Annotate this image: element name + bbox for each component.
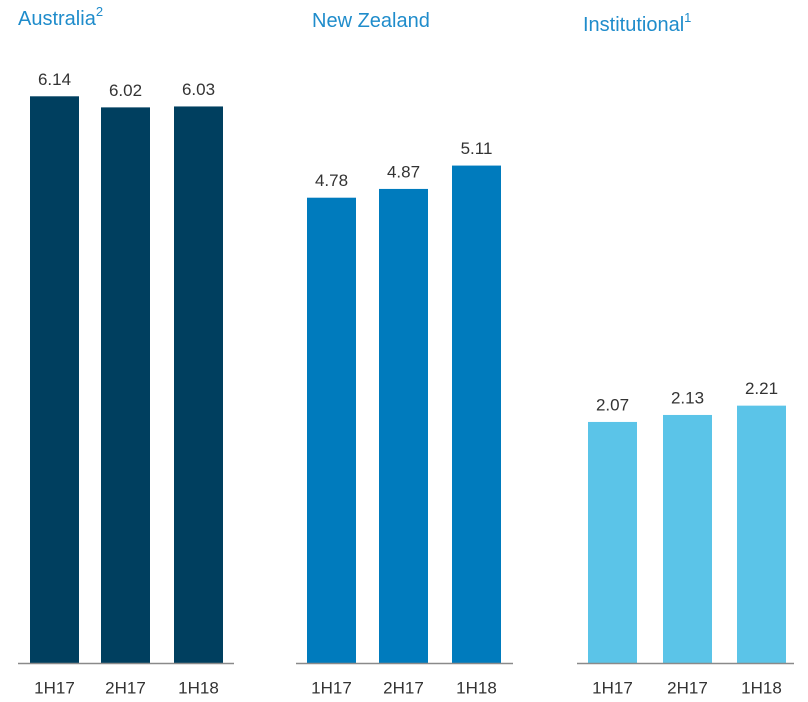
value-label: 4.78 [315, 171, 348, 190]
value-label: 6.03 [182, 80, 215, 99]
title-superscript: 1 [684, 10, 691, 25]
chart-title: New Zealand [312, 10, 430, 32]
x-tick-label: 1H17 [592, 678, 633, 697]
x-tick-label: 1H18 [178, 678, 219, 697]
chart-title: Institutional1 [583, 10, 691, 36]
value-label: 2.21 [745, 379, 778, 398]
bar [588, 421, 637, 663]
x-tick-label: 2H17 [667, 678, 708, 697]
value-label: 4.87 [387, 162, 420, 181]
bar [379, 188, 428, 663]
bar [452, 165, 501, 664]
value-label: 5.11 [461, 139, 493, 158]
bar [663, 414, 712, 663]
x-tick-label: 2H17 [105, 678, 146, 697]
x-tick-label: 1H17 [34, 678, 75, 697]
bar [737, 405, 786, 663]
value-label: 6.02 [109, 81, 142, 100]
chart-title-text: New Zealand [312, 10, 430, 32]
title-superscript: 2 [96, 4, 103, 19]
value-label: 6.14 [38, 70, 71, 89]
bar [101, 107, 150, 664]
x-tick-label: 2H17 [383, 678, 424, 697]
x-tick-label: 1H18 [741, 678, 782, 697]
chart-title: Australia2 [18, 4, 103, 30]
x-tick-label: 1H18 [456, 678, 497, 697]
chart-title-text: Institutional [583, 14, 684, 36]
bar [307, 197, 356, 663]
x-tick-label: 1H17 [311, 678, 352, 697]
chart-title-text: Australia [18, 8, 97, 30]
bar [174, 106, 223, 664]
value-label: 2.07 [596, 395, 629, 414]
bar [30, 96, 79, 664]
value-label: 2.13 [671, 388, 704, 407]
